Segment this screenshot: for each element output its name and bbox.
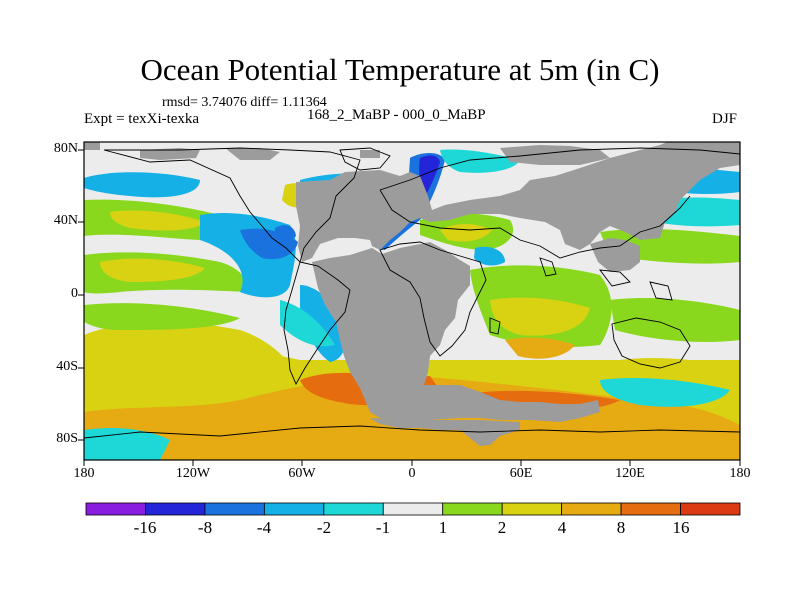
comparison-subtitle: 168_2_MaBP - 000_0_MaBP	[307, 107, 486, 123]
south-west-pacific-green	[610, 298, 740, 342]
south-atlantic-cyan	[280, 300, 335, 347]
colorbar-label-8: 4	[557, 518, 567, 537]
colorbar	[85, 502, 741, 516]
laurasia-landmass	[296, 142, 740, 262]
tethys-yellow-core	[440, 224, 492, 242]
colorbar-box-6	[382, 502, 444, 516]
colorbar-label-1: -16	[133, 518, 157, 537]
lat-label-40s: 40S	[56, 359, 78, 374]
lat-label-80s: 80S	[56, 431, 78, 446]
colorbar-box-8	[501, 502, 563, 516]
pacific-cyan-patch	[684, 201, 704, 218]
tethys-cyan-patch	[474, 246, 505, 266]
colorbar-box-11	[680, 502, 741, 516]
colorbar-box-9	[561, 502, 622, 516]
lon-label-180e: 180	[729, 466, 751, 481]
colorbar-label-7: 2	[497, 518, 507, 537]
antarctica-edge	[370, 418, 520, 446]
coastline-eurasia	[379, 147, 740, 259]
stats-label: rmsd= 3.74076 diff= 1.11364	[162, 95, 327, 110]
colorbar-box-10	[620, 502, 681, 516]
lat-label-40n: 40N	[53, 213, 78, 228]
south-west-pacific-cyan	[600, 378, 730, 407]
tropical-pacific-yellow	[100, 258, 205, 282]
north-pacific-cyan	[84, 172, 200, 198]
north-pacific-yellow	[110, 210, 205, 231]
colorbar-label-5: -1	[375, 518, 391, 537]
indian-ocean-yellow	[490, 297, 590, 336]
colorbar-box-2	[145, 502, 206, 516]
lat-label-80n: 80N	[53, 141, 78, 156]
south-pacific-green	[84, 303, 240, 330]
colorbar-label-4: -2	[316, 518, 332, 537]
australia-antarctica-landmass	[590, 238, 640, 272]
brazil-coast-cold-region	[300, 285, 347, 362]
season-label: DJF	[712, 111, 738, 127]
axis-ticks	[78, 149, 741, 466]
coastline-islands	[489, 257, 673, 335]
indian-ocean-orange	[505, 337, 575, 359]
coastline-greenland	[339, 147, 391, 171]
lon-label-120e: 120E	[615, 466, 645, 481]
colorbar-label-9: 8	[616, 518, 626, 537]
colorbar-label-2: -8	[197, 518, 213, 537]
north-atlantic-blue-patch	[275, 225, 296, 241]
coastline-south-america	[283, 261, 351, 386]
experiment-label: Expt = texXi-texka	[84, 111, 200, 127]
colorbar-box-4	[263, 502, 325, 516]
south-west-pacific-yellow	[620, 357, 740, 392]
gondwana-landmass	[312, 242, 600, 422]
colorbar-label-3: -4	[256, 518, 272, 537]
coastline-north-america	[103, 147, 361, 263]
coastline-africa	[379, 241, 487, 357]
land-masses	[84, 142, 740, 446]
chart-title: Ocean Potential Temperature at 5m (in C)	[140, 52, 660, 87]
colorbar-box-1	[85, 502, 146, 516]
colorbar-label-6: 1	[438, 518, 448, 537]
coastlines	[84, 147, 740, 439]
colorbar-box-7	[442, 502, 503, 516]
lat-label-0: 0	[71, 286, 78, 301]
colorbar-box-5	[323, 502, 384, 516]
colorbar-label-10: 16	[672, 518, 690, 537]
lon-label-60w: 60W	[288, 466, 316, 481]
north-landmass-top	[84, 142, 380, 160]
coastline-australia	[611, 317, 691, 369]
lon-label-0: 0	[408, 466, 416, 481]
lon-label-180w: 180	[73, 466, 95, 481]
lon-label-60e: 60E	[509, 466, 533, 481]
nordic-seas-cyan	[440, 149, 520, 173]
lon-label-120w: 120W	[175, 466, 211, 481]
south-pacific-yellow-region	[84, 322, 300, 401]
colorbar-box-3	[204, 502, 265, 516]
coastline-antarctica	[84, 425, 740, 439]
